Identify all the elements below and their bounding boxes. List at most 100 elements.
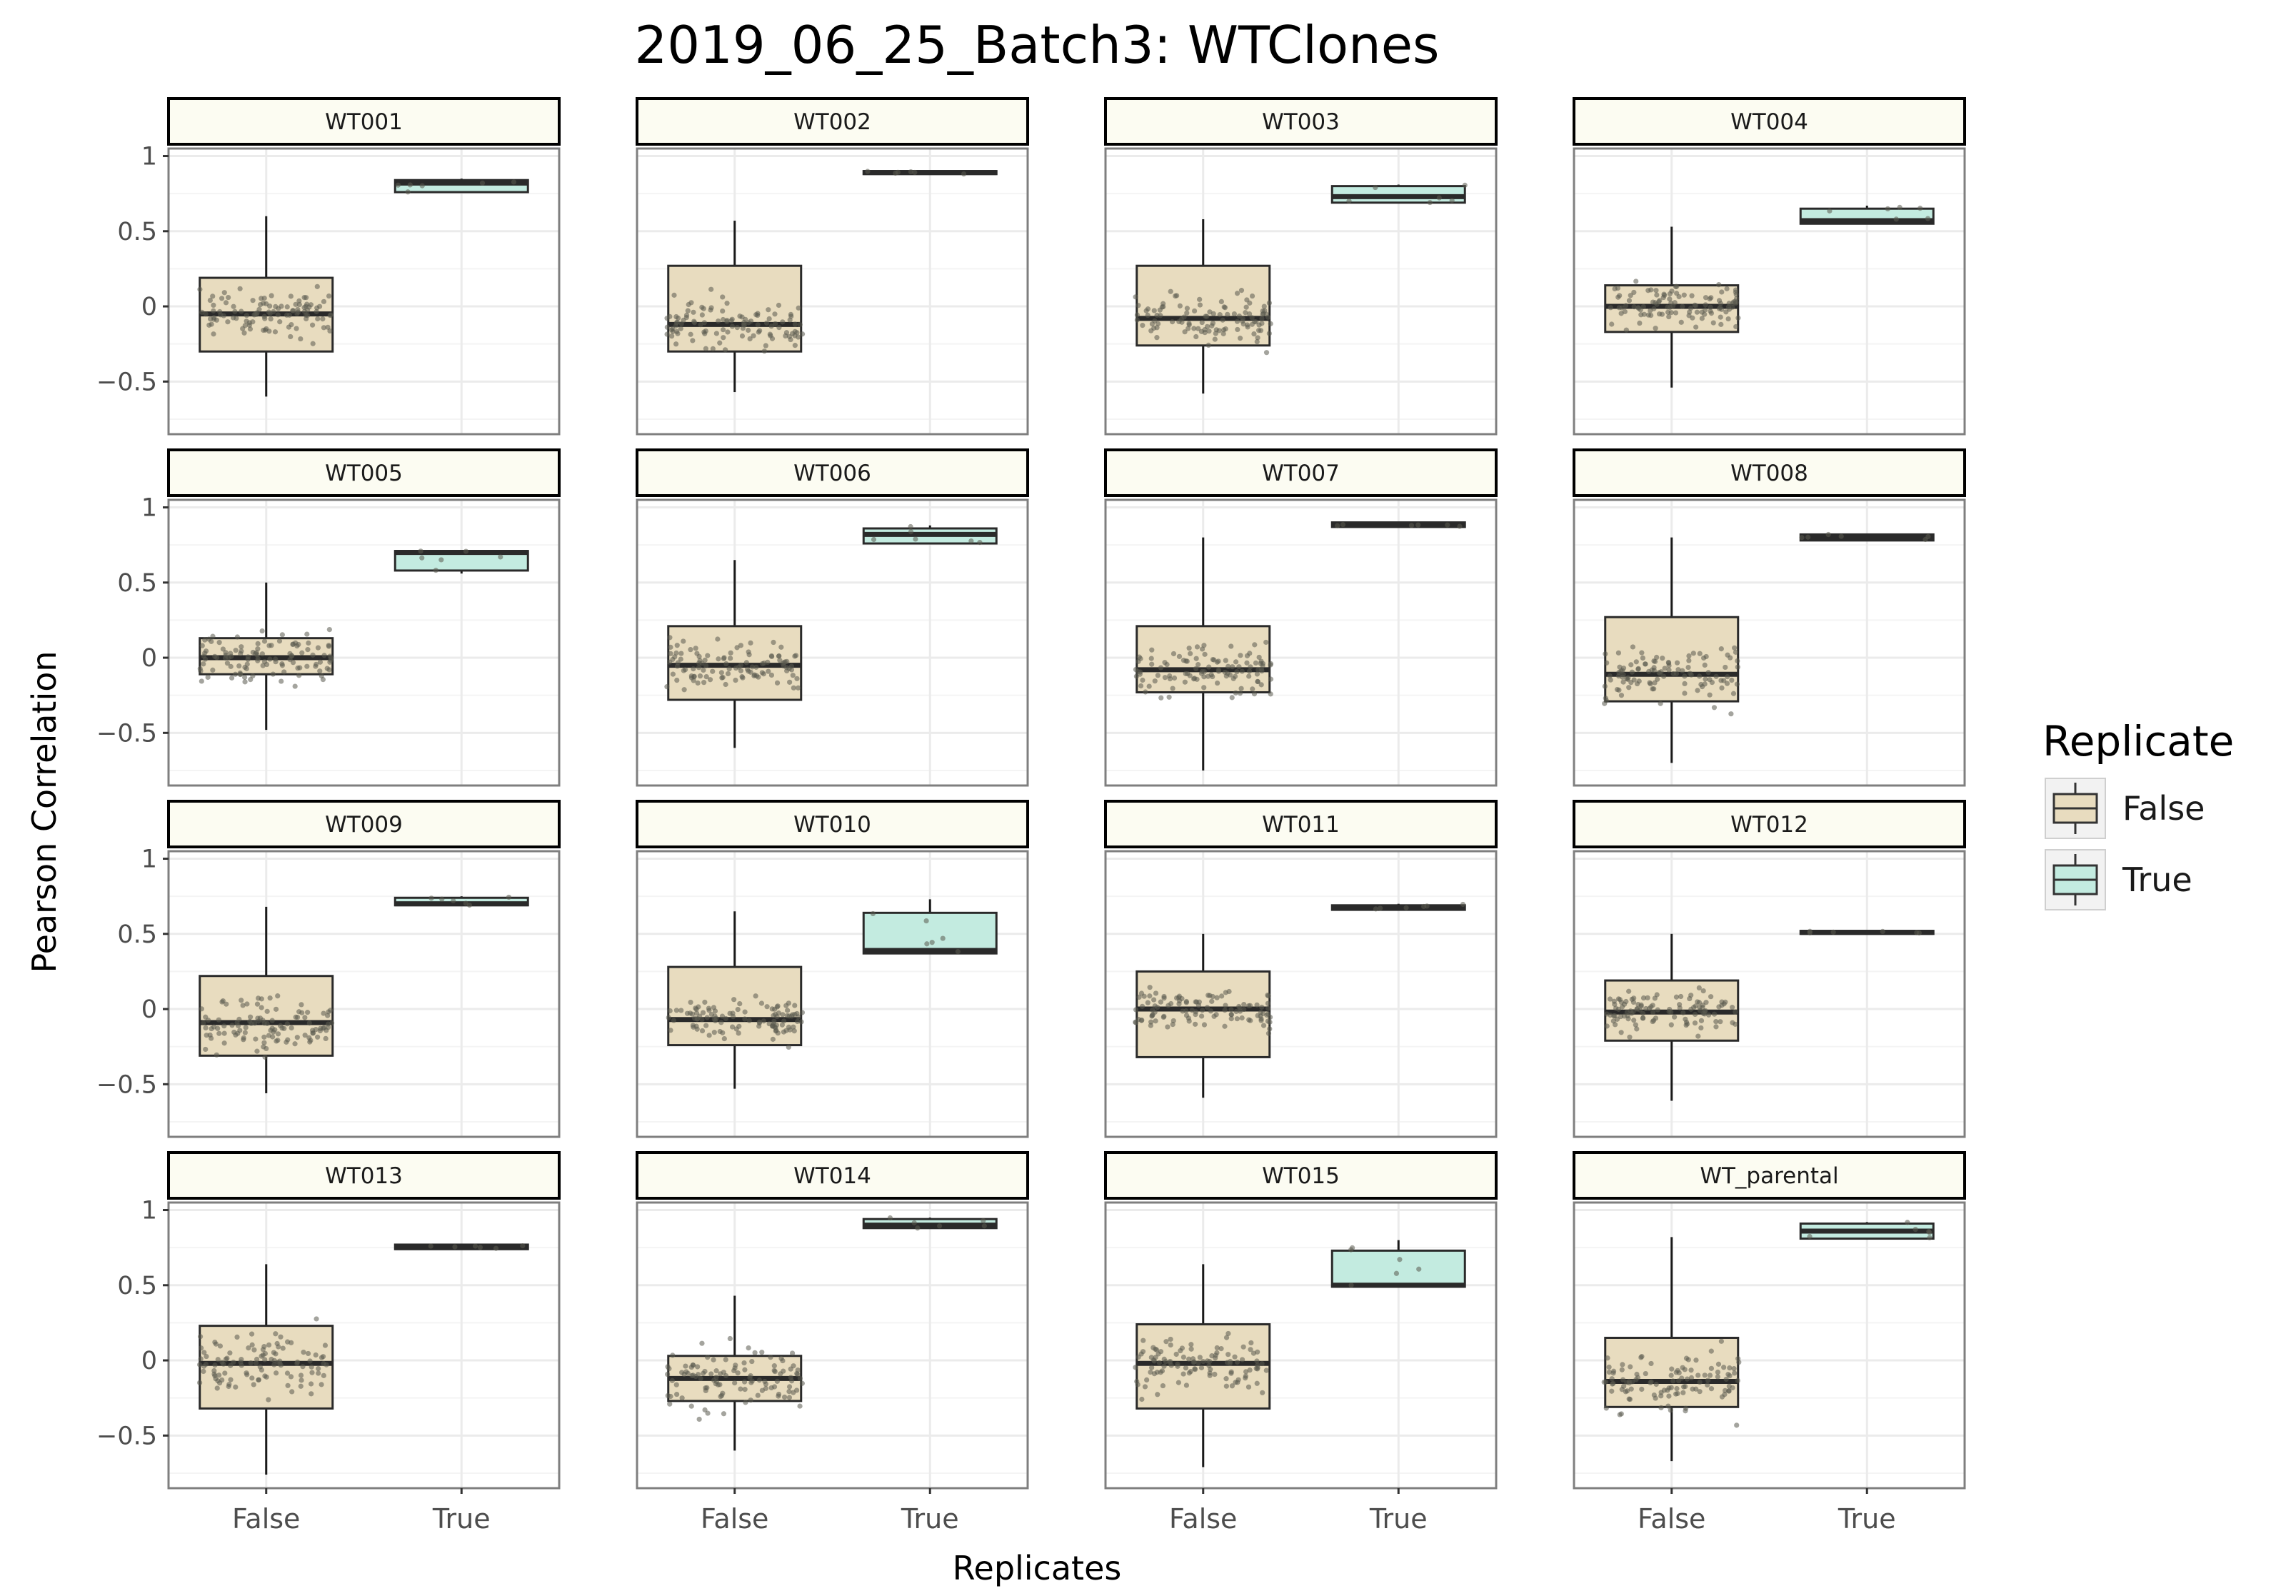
jitter-point [1268,661,1274,667]
jitter-point [981,1223,987,1229]
jitter-point [211,1367,217,1374]
jitter-point [763,320,770,326]
jitter-point [758,1000,765,1006]
jitter-point [1234,318,1240,324]
jitter-point [1233,659,1239,665]
jitter-point [1702,307,1708,313]
jitter-point [1223,990,1228,995]
jitter-point [1235,1380,1240,1385]
jitter-point [280,1345,286,1351]
jitter-point [792,343,798,348]
jitter-point [244,661,250,667]
jitter-point [241,330,247,336]
jitter-point [1180,1371,1186,1377]
jitter-point [1718,314,1723,320]
jitter-point [305,1350,311,1357]
jitter-point [1197,1355,1203,1360]
jitter-point [671,292,677,298]
y-tick-label: 1 [141,143,157,171]
jitter-point [1680,668,1685,673]
y-tick-label: −0.5 [96,719,157,748]
jitter-point [788,336,793,343]
jitter-point [1153,990,1159,996]
jitter-point [1633,278,1639,284]
jitter-point [1707,692,1713,698]
jitter-point [1193,999,1200,1005]
jitter-point [1259,668,1265,674]
jitter-point [737,1000,743,1007]
jitter-point [294,1035,300,1040]
jitter-point [1685,664,1691,671]
jitter-point [751,672,758,678]
jitter-point [1693,1357,1699,1363]
jitter-point [327,313,333,318]
jitter-point [734,324,740,331]
jitter-point [1718,1338,1725,1344]
jitter-point [738,1386,743,1392]
jitter-point [1193,666,1199,671]
jitter-point [309,1370,315,1375]
jitter-point [1265,314,1271,320]
jitter-point [755,322,761,328]
jitter-point [759,1387,765,1393]
jitter-point [1618,1030,1624,1035]
jitter-point [1686,653,1692,659]
x-tick-label: False [1169,1503,1237,1535]
jitter-point [1652,995,1658,1001]
jitter-point [1225,663,1231,669]
jitter-point [1682,673,1688,679]
jitter-point [1191,326,1197,331]
jitter-point [1173,1351,1179,1357]
jitter-point [271,1350,276,1355]
jitter-point [1258,328,1264,333]
jitter-point [298,1383,304,1389]
jitter-point [1640,655,1645,661]
jitter-point [1913,1226,1918,1233]
jitter-point [1827,208,1833,214]
jitter-point [279,663,286,668]
jitter-point [671,1018,676,1023]
jitter-point [1200,1359,1206,1365]
jitter-point [1610,1368,1617,1374]
jitter-point [1639,650,1645,656]
jitter-point [1734,681,1740,687]
jitter-point [1643,661,1648,667]
jitter-point [273,303,279,310]
jitter-point [1650,1018,1655,1025]
jitter-point [721,1411,727,1417]
jitter-point [774,1378,780,1384]
jitter-point [711,1377,717,1383]
jitter-point [284,312,290,318]
jitter-point [1668,1009,1674,1015]
jitter-point [308,1038,314,1043]
jitter-point [1188,1342,1194,1347]
jitter-point [915,1225,921,1231]
jitter-point [1403,905,1409,910]
jitter-point [239,644,244,650]
jitter-point [720,308,726,314]
jitter-point [1174,293,1180,298]
jitter-point [1215,680,1220,686]
y-tick-label: 0 [141,995,157,1024]
jitter-point [673,650,679,656]
jitter-point [231,1359,236,1365]
jitter-point [1736,1360,1742,1365]
jitter-point [463,900,468,906]
jitter-point [1708,304,1713,310]
jitter-point [224,1355,230,1361]
jitter-point [232,308,238,314]
jitter-point [756,1377,762,1383]
jitter-point [1606,1364,1612,1370]
jitter-point [1209,323,1215,328]
jitter-point [1254,1358,1260,1364]
jitter-point [912,169,918,176]
jitter-point [255,1015,261,1021]
jitter-point [234,634,240,640]
jitter-point [704,1015,710,1020]
jitter-point [1653,658,1658,665]
jitter-point [1634,1026,1640,1032]
jitter-point [326,626,332,633]
jitter-point [1192,1367,1198,1372]
jitter-point [1688,305,1694,311]
jitter-point [257,1364,263,1370]
